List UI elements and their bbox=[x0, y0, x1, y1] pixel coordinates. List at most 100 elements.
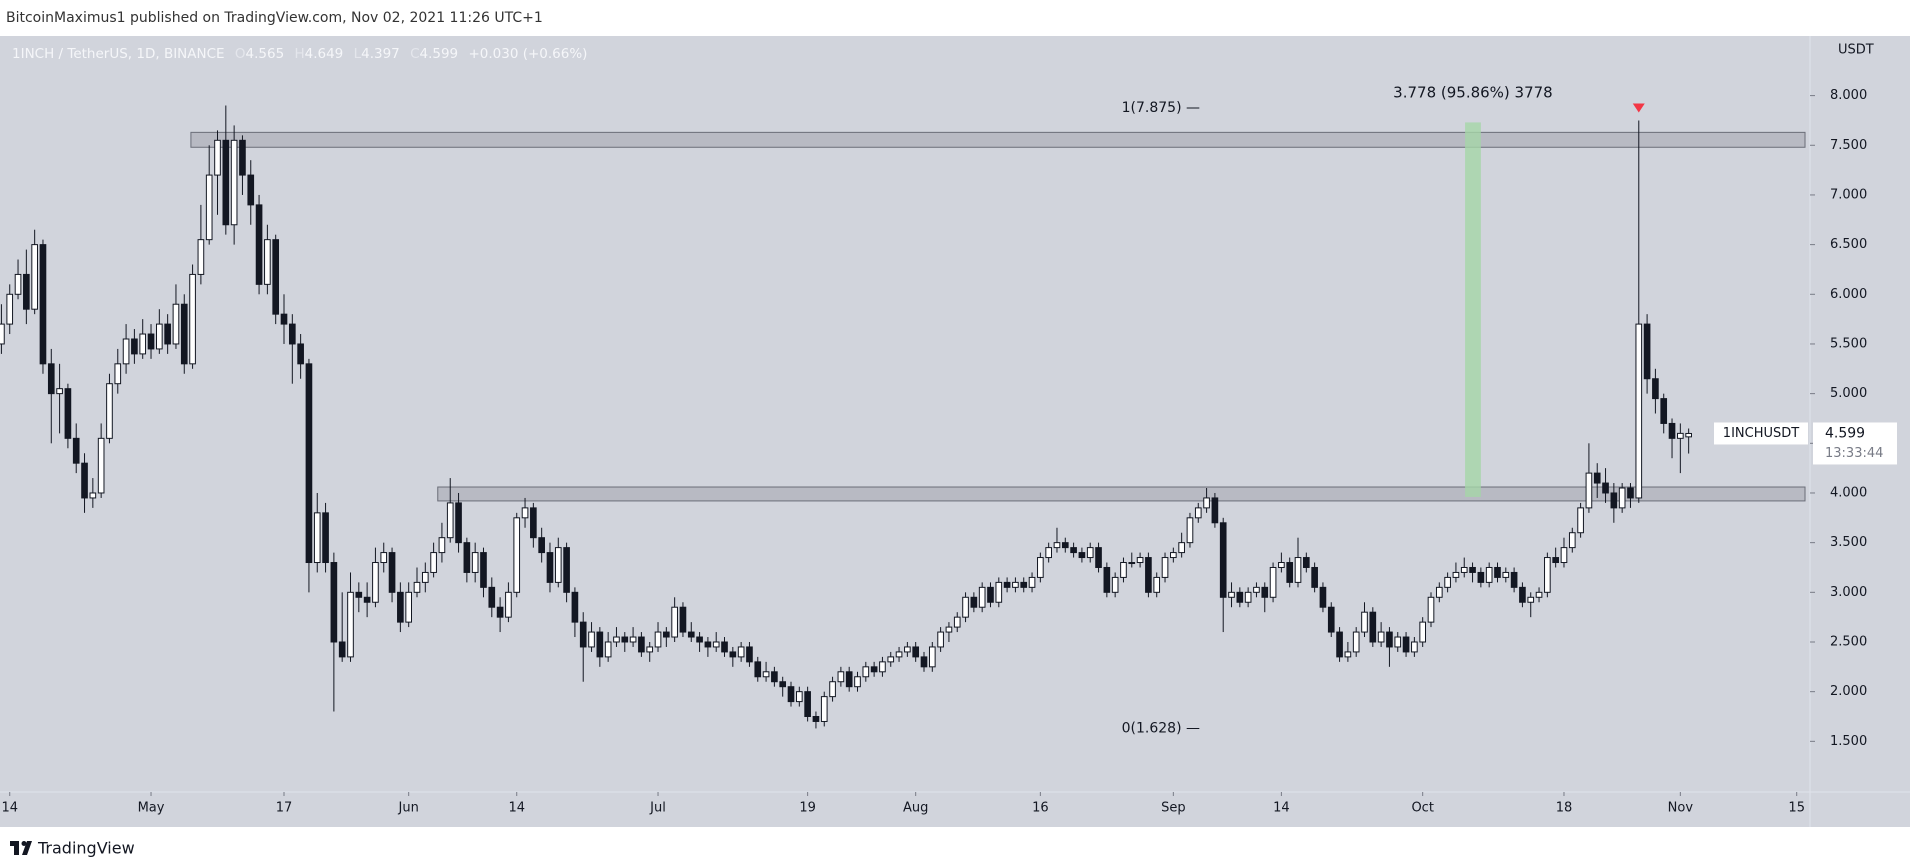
x-tick-label: 14 bbox=[508, 801, 525, 816]
candle-body bbox=[496, 606, 504, 618]
y-tick-label: 2.000 bbox=[1830, 684, 1867, 699]
candle-body bbox=[1427, 596, 1435, 623]
candle-body bbox=[1677, 432, 1684, 439]
candle-body bbox=[480, 552, 487, 588]
candle-body bbox=[147, 333, 155, 350]
candle-body bbox=[571, 591, 579, 623]
x-tick-label: 14 bbox=[1273, 801, 1290, 816]
candle-body bbox=[1120, 562, 1127, 578]
y-tick-label: 3.500 bbox=[1830, 535, 1867, 550]
candle-body bbox=[928, 646, 936, 668]
candle-body bbox=[779, 681, 787, 688]
candle-body bbox=[430, 552, 437, 573]
candle-body bbox=[313, 512, 321, 564]
candle-body bbox=[621, 636, 629, 643]
candle-body bbox=[1178, 542, 1185, 554]
chart-background bbox=[0, 36, 1910, 827]
candle-body bbox=[380, 552, 388, 564]
x-tick-label: 16 bbox=[1032, 801, 1049, 816]
candle-body bbox=[463, 542, 471, 573]
x-tick-label: Oct bbox=[1411, 801, 1433, 816]
symbol-label-box bbox=[1714, 422, 1808, 445]
candle-body bbox=[787, 686, 795, 703]
candle-body bbox=[197, 239, 205, 275]
candle-body bbox=[563, 547, 570, 593]
x-tick-label: May bbox=[138, 801, 165, 816]
candle-body bbox=[1194, 507, 1202, 519]
candle-body bbox=[530, 507, 537, 539]
candle-body bbox=[1061, 542, 1069, 549]
last-price: 4.599 bbox=[1825, 425, 1865, 441]
ohlc-value: 4.397 bbox=[361, 46, 400, 62]
candle-body bbox=[1003, 581, 1011, 588]
signal-marker bbox=[1632, 103, 1645, 113]
fib-level-label: 0(1.628) — bbox=[1122, 721, 1200, 737]
candle-body bbox=[1103, 566, 1111, 593]
candle-body bbox=[0, 323, 5, 345]
measure-label: 3.778 (95.86%) 3778 bbox=[1393, 84, 1553, 102]
resistance-zone bbox=[437, 486, 1806, 502]
candle-body bbox=[23, 273, 30, 310]
candle-body bbox=[64, 388, 72, 439]
candle-body bbox=[1593, 472, 1601, 484]
candle-body bbox=[1361, 611, 1368, 633]
candle-body bbox=[247, 174, 255, 206]
x-tick-label: Jul bbox=[649, 801, 666, 816]
candle-body bbox=[554, 547, 562, 583]
candle-body bbox=[704, 641, 712, 648]
candle-body bbox=[56, 388, 63, 395]
y-tick-label: 1.500 bbox=[1830, 734, 1867, 749]
candle-body bbox=[372, 562, 379, 603]
candle-body bbox=[820, 696, 828, 722]
candle-body bbox=[962, 596, 969, 618]
candle-body bbox=[39, 244, 47, 365]
candle-body bbox=[1336, 631, 1343, 658]
ohlc-value: 4.649 bbox=[305, 46, 344, 62]
candle-body bbox=[180, 303, 188, 365]
candle-body bbox=[214, 139, 221, 176]
candle-body bbox=[953, 616, 961, 628]
y-tick-label: 7.500 bbox=[1830, 138, 1867, 153]
candle-body bbox=[1278, 562, 1285, 568]
candle-body bbox=[355, 591, 363, 598]
candle-body bbox=[1510, 571, 1518, 588]
candle-body bbox=[205, 174, 213, 241]
candle-body bbox=[721, 641, 728, 653]
candle-body bbox=[1170, 552, 1177, 559]
candle-body bbox=[438, 537, 446, 554]
candle-body bbox=[1668, 422, 1676, 439]
candle-body bbox=[1228, 591, 1235, 598]
symbol-legend: 1INCH / TetherUS, 1D, BINANCE O4.565 H4.… bbox=[12, 46, 587, 62]
candle-body bbox=[696, 636, 703, 643]
candle-body bbox=[987, 586, 994, 603]
candle-body bbox=[230, 139, 238, 226]
candle-body bbox=[1369, 611, 1377, 643]
candle-body bbox=[1352, 631, 1360, 653]
resistance-zone bbox=[190, 131, 1806, 148]
footer-brand: TradingView bbox=[37, 839, 135, 858]
candle-body bbox=[1053, 542, 1061, 549]
x-tick-label: 15 bbox=[1788, 801, 1805, 816]
candle-body bbox=[970, 596, 978, 608]
candle-body bbox=[538, 537, 545, 554]
y-tick-label: 4.000 bbox=[1830, 485, 1867, 500]
candle-body bbox=[1236, 591, 1244, 603]
candle-body bbox=[1635, 323, 1643, 499]
candle-body bbox=[762, 671, 770, 678]
candle-body bbox=[895, 651, 903, 658]
candle-body bbox=[596, 631, 604, 658]
candle-body bbox=[1685, 432, 1692, 438]
y-tick-label: 2.500 bbox=[1830, 634, 1867, 649]
symbol: 1INCH / TetherUS, 1D, BINANCE bbox=[12, 46, 225, 62]
candle-body bbox=[338, 641, 346, 658]
y-tick-label: 5.500 bbox=[1830, 336, 1867, 351]
candle-body bbox=[1012, 581, 1019, 588]
candle-body bbox=[1560, 547, 1568, 564]
candle-body bbox=[1585, 472, 1593, 509]
candle-body bbox=[397, 591, 404, 623]
candle-body bbox=[1377, 631, 1385, 643]
candle-body bbox=[579, 621, 587, 648]
x-tick-label: Sep bbox=[1161, 801, 1186, 816]
candle-body bbox=[1652, 378, 1659, 400]
candle-body bbox=[1311, 566, 1318, 588]
